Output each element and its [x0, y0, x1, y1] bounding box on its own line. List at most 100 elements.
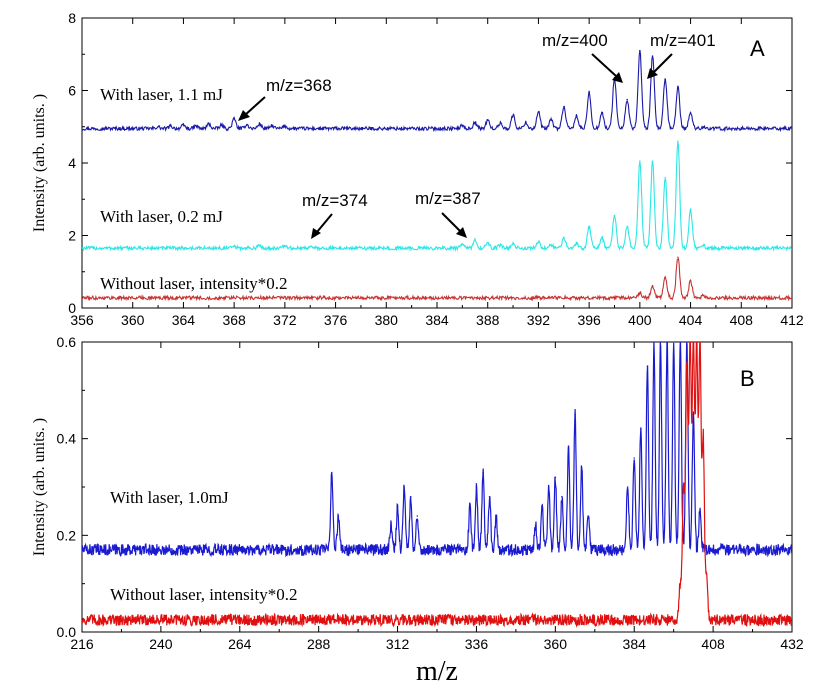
panel-a-plot-area	[82, 49, 792, 302]
peak-point-1-27	[651, 55, 654, 57]
peak-point-1-13	[474, 121, 476, 124]
peak-point-1-16	[554, 476, 557, 479]
peak-point-1-12	[495, 515, 497, 517]
x-tick-label: 400	[628, 312, 652, 328]
x-tick-label: 372	[273, 312, 297, 328]
panel-b-y-axis-title: Intensity (arb. units. )	[31, 418, 48, 556]
peak-point-1-2	[169, 125, 172, 127]
peak-point-1-18	[567, 447, 570, 450]
x-tick-label: 404	[679, 312, 703, 328]
peak-point-1-17	[524, 121, 527, 124]
peak-point-2-8	[702, 437, 705, 440]
x-tick-label: 336	[465, 636, 489, 652]
y-tick-label: 0	[68, 300, 76, 316]
x-tick-label: 388	[476, 312, 500, 328]
x-tick-label: 392	[527, 312, 551, 328]
legend-label-b-2: Without laser, intensity*0.2	[110, 585, 298, 604]
y-tick-label: 8	[68, 10, 76, 26]
arrowhead-mz400	[612, 72, 623, 83]
peak-point-1-26	[639, 49, 641, 52]
peak-point-3-5	[689, 280, 692, 282]
peak-point-1-6	[409, 495, 412, 498]
panel-b: 216 240 264 288 312 336 360 384 408 432 0.0 0.2 0.4 0…	[31, 334, 804, 687]
peak-point-2-2	[682, 486, 685, 488]
peak-point-1-31	[686, 342, 688, 343]
y-tick-label: 2	[68, 228, 76, 244]
peak-point-1-28	[664, 78, 667, 81]
arrow-mz387	[441, 212, 461, 232]
y-tick-label: 0.0	[57, 624, 77, 640]
annotation-mz400: m/z=400	[542, 31, 608, 50]
peak-point-1-26	[653, 342, 655, 343]
peak-point-1-24	[639, 428, 642, 430]
peak-point-1-15	[499, 122, 502, 124]
peak-point-1-30	[689, 111, 692, 114]
arrow-mz400	[591, 53, 617, 77]
x-tick-label: 384	[623, 636, 647, 652]
y-tick-label: 6	[68, 83, 76, 99]
peak-point-1-20	[580, 466, 583, 469]
x-tick-label: 408	[701, 636, 725, 652]
peak-point-1-33	[699, 510, 701, 512]
peak-point-1-29	[672, 342, 675, 343]
peak-point-1-18	[537, 111, 540, 114]
peak-point-1-6	[220, 124, 223, 127]
peak-point-2-23	[702, 244, 705, 247]
peak-point-1-3	[390, 524, 392, 527]
x-tick-label: 312	[386, 636, 410, 652]
legend-label-b-1: With laser, 1.0mJ	[110, 488, 229, 507]
x-tick-label: 432	[780, 636, 804, 652]
peak-point-1-19	[574, 413, 576, 416]
legend-label-a-1: With laser, 1.1 mJ	[100, 85, 223, 104]
peak-point-1-15	[547, 486, 550, 488]
peak-point-2-4	[309, 245, 312, 248]
peak-point-2-16	[613, 214, 616, 217]
legend-label-a-3: Without laser, intensity*0.2	[100, 274, 288, 293]
peak-point-1-29	[677, 86, 679, 88]
series-line-1	[82, 50, 792, 133]
x-tick-label: 384	[425, 312, 449, 328]
peak-point-1-1	[157, 125, 159, 128]
series-line-2	[82, 342, 792, 628]
peak-point-1-1	[331, 471, 333, 474]
peak-point-1-28	[666, 342, 668, 343]
peak-point-2-9	[705, 573, 708, 575]
peak-point-1-7	[233, 117, 235, 120]
peak-point-1-21	[575, 115, 578, 117]
peak-point-2-18	[639, 160, 641, 162]
peak-point-2-5	[692, 342, 695, 343]
series-line-1	[82, 342, 792, 558]
arrowhead-mz368	[238, 110, 250, 121]
y-tick-label: 0.6	[57, 334, 77, 350]
peak-point-2-21	[677, 140, 679, 143]
peak-point-1-30	[679, 342, 682, 343]
peak-point-1-4	[396, 505, 399, 508]
arrow-mz368	[244, 96, 266, 116]
peak-point-2-2	[258, 244, 261, 247]
x-tick-label: 356	[70, 312, 94, 328]
arrowhead-mz387	[456, 227, 467, 238]
peak-point-2-4	[689, 342, 691, 343]
panel-a: 356 360 364 368 372 376 380 384 388 392 396 400 404 4…	[31, 10, 804, 328]
peak-point-2-12	[562, 236, 565, 239]
panel-a-y-axis-title: Intensity (arb. units. )	[31, 94, 48, 232]
y-tick-label: 0.4	[57, 431, 77, 447]
peak-point-2-22	[689, 209, 692, 211]
peak-point-1-31	[702, 125, 705, 128]
peak-point-2-7	[699, 342, 701, 343]
peak-point-3-1	[639, 291, 641, 294]
x-tick-label: 364	[172, 312, 196, 328]
peak-point-1-9	[475, 486, 478, 488]
peak-point-1-21	[587, 515, 590, 517]
panel-a-label: A	[750, 36, 765, 61]
peak-point-1-12	[461, 124, 464, 127]
peak-point-1-22	[626, 486, 629, 488]
peak-point-1-23	[601, 111, 603, 114]
peak-point-2-17	[626, 225, 628, 228]
peak-point-1-11	[284, 125, 286, 127]
panel-b-label: B	[740, 366, 755, 391]
peak-point-1-5	[403, 486, 405, 488]
x-axis-title: m/z	[416, 656, 458, 687]
peak-point-1-20	[562, 106, 565, 108]
